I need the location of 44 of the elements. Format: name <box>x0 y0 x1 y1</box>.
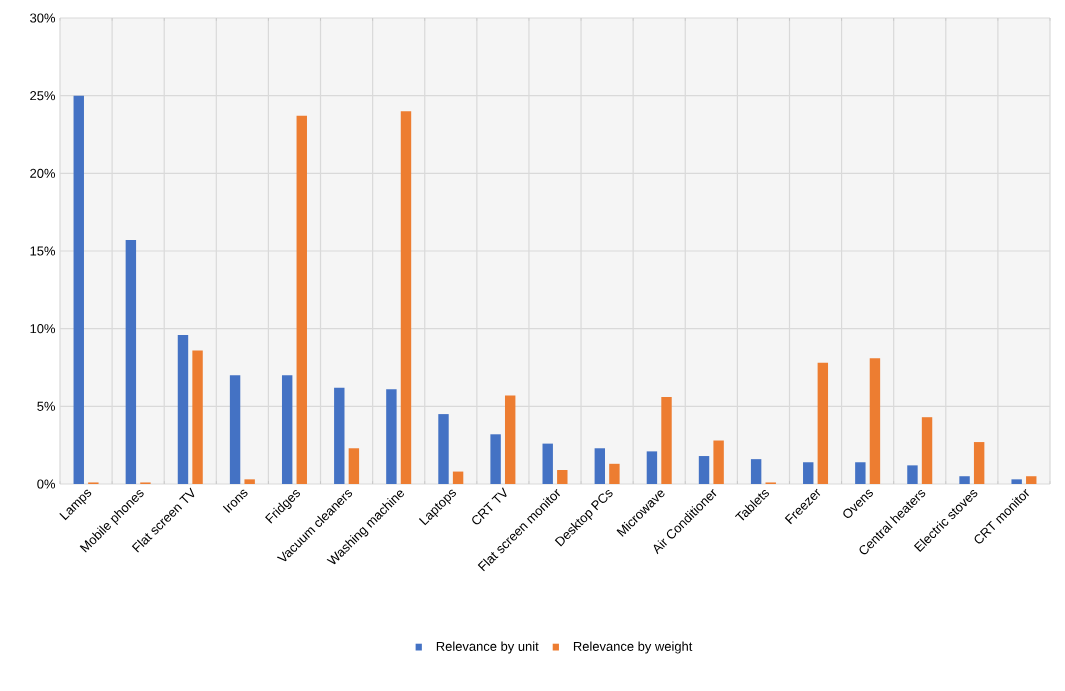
bar <box>713 440 724 484</box>
bar <box>452 471 464 484</box>
bar <box>281 375 293 484</box>
bar <box>400 111 412 484</box>
y-tick-label: 0% <box>37 479 56 489</box>
bar <box>557 470 568 484</box>
bar <box>1011 479 1022 484</box>
bar <box>386 389 397 484</box>
bar <box>244 479 255 484</box>
bar <box>594 448 606 484</box>
bar <box>959 476 970 484</box>
y-tick-label: 5% <box>37 401 56 411</box>
bar <box>229 375 241 484</box>
legend-label: Relevance by weight <box>573 641 693 654</box>
bar <box>907 465 918 484</box>
bar <box>348 448 360 484</box>
bar <box>855 462 866 484</box>
y-tick-label: 15% <box>30 246 56 256</box>
y-tick-label: 20% <box>30 168 56 178</box>
bar <box>698 456 710 484</box>
bar <box>177 334 189 484</box>
y-tick-label: 25% <box>30 91 56 101</box>
bar <box>73 95 84 484</box>
bar <box>750 459 762 484</box>
bar <box>921 417 933 484</box>
bar <box>542 443 553 484</box>
legend-label: Relevance by unit <box>436 641 539 654</box>
bar <box>646 451 658 484</box>
bar <box>438 414 449 484</box>
bar <box>192 350 203 484</box>
bar <box>609 463 620 484</box>
bar <box>803 462 814 484</box>
y-tick-label: 10% <box>30 324 56 334</box>
y-tick-label: 30% <box>30 13 56 23</box>
bar <box>334 387 345 484</box>
bar <box>504 395 516 484</box>
bar <box>490 434 501 484</box>
bar <box>296 115 307 484</box>
bar <box>661 397 672 484</box>
bar <box>125 240 137 484</box>
bar <box>817 362 829 484</box>
bar <box>869 358 881 484</box>
bar <box>973 442 985 484</box>
bar <box>1026 476 1037 484</box>
